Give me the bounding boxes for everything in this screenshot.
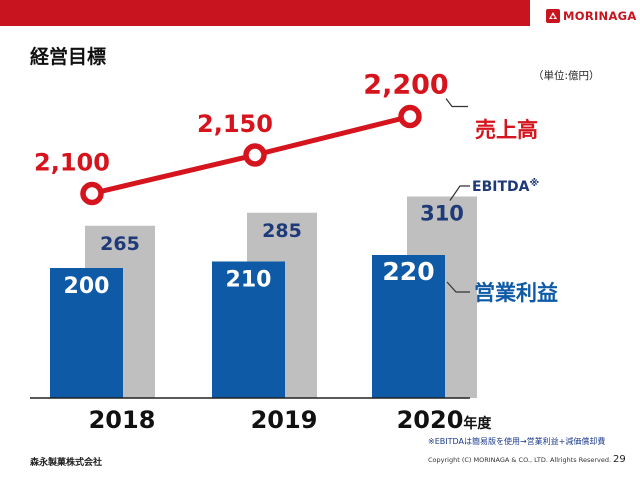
- x-tick-label: 2020年度: [397, 406, 493, 434]
- sales-value-label: 2,200: [363, 70, 448, 101]
- operating-profit-bars: 200 210 220: [50, 255, 445, 398]
- operating-profit-bar: [212, 261, 285, 398]
- op-leader-line: [446, 281, 470, 293]
- legend-ebitda: EBITDA※: [472, 177, 539, 195]
- sales-point: [243, 143, 267, 167]
- ebitda-value-label: 285: [262, 220, 302, 242]
- page-title: 経営目標: [30, 46, 107, 68]
- sales-leader-line: [445, 98, 468, 108]
- ebitda-note-mark: ※: [529, 177, 539, 189]
- ebitda-value-label: 265: [100, 233, 140, 255]
- operating-profit-bar: [372, 255, 445, 398]
- sales-point: [80, 181, 104, 206]
- sales-line: 2,100 2,150 2,200: [34, 70, 449, 206]
- company-logo: MORINAGA: [546, 6, 637, 26]
- page-number: 29: [613, 454, 626, 465]
- operating-profit-value-label: 220: [382, 257, 434, 286]
- unit-label: （単位:億円）: [533, 70, 600, 82]
- x-axis-labels: 2018 2019 2020年度: [89, 406, 493, 434]
- legend-sales: 売上高: [475, 118, 538, 142]
- header-bar: [0, 0, 530, 26]
- company-name: 森永製菓株式会社: [30, 458, 103, 468]
- operating-profit-value-label: 200: [64, 274, 110, 299]
- ebitda-leader-line: [449, 185, 470, 201]
- footnote: ※EBITDAは簡易版を使用→営業利益+減価償却費: [428, 437, 606, 446]
- logo-text: MORINAGA: [563, 9, 637, 23]
- series-labels: 売上高 EBITDA※ 営業利益: [445, 98, 558, 305]
- fiscal-year-suffix: 年度: [463, 415, 492, 432]
- copyright: Copyright (C) MORINAGA & CO., LTD. Allri…: [428, 456, 612, 464]
- x-tick-label: 2019: [251, 406, 318, 434]
- morinaga-angel-icon: [546, 9, 560, 23]
- operating-profit-value-label: 210: [226, 268, 272, 293]
- legend-operating-profit: 営業利益: [474, 281, 558, 305]
- sales-point: [398, 104, 422, 129]
- sales-value-label: 2,100: [34, 149, 110, 177]
- sales-value-label: 2,150: [197, 110, 273, 138]
- ebitda-value-label: 310: [420, 202, 464, 226]
- operating-profit-bar: [50, 268, 123, 398]
- x-tick-label: 2018: [89, 406, 156, 434]
